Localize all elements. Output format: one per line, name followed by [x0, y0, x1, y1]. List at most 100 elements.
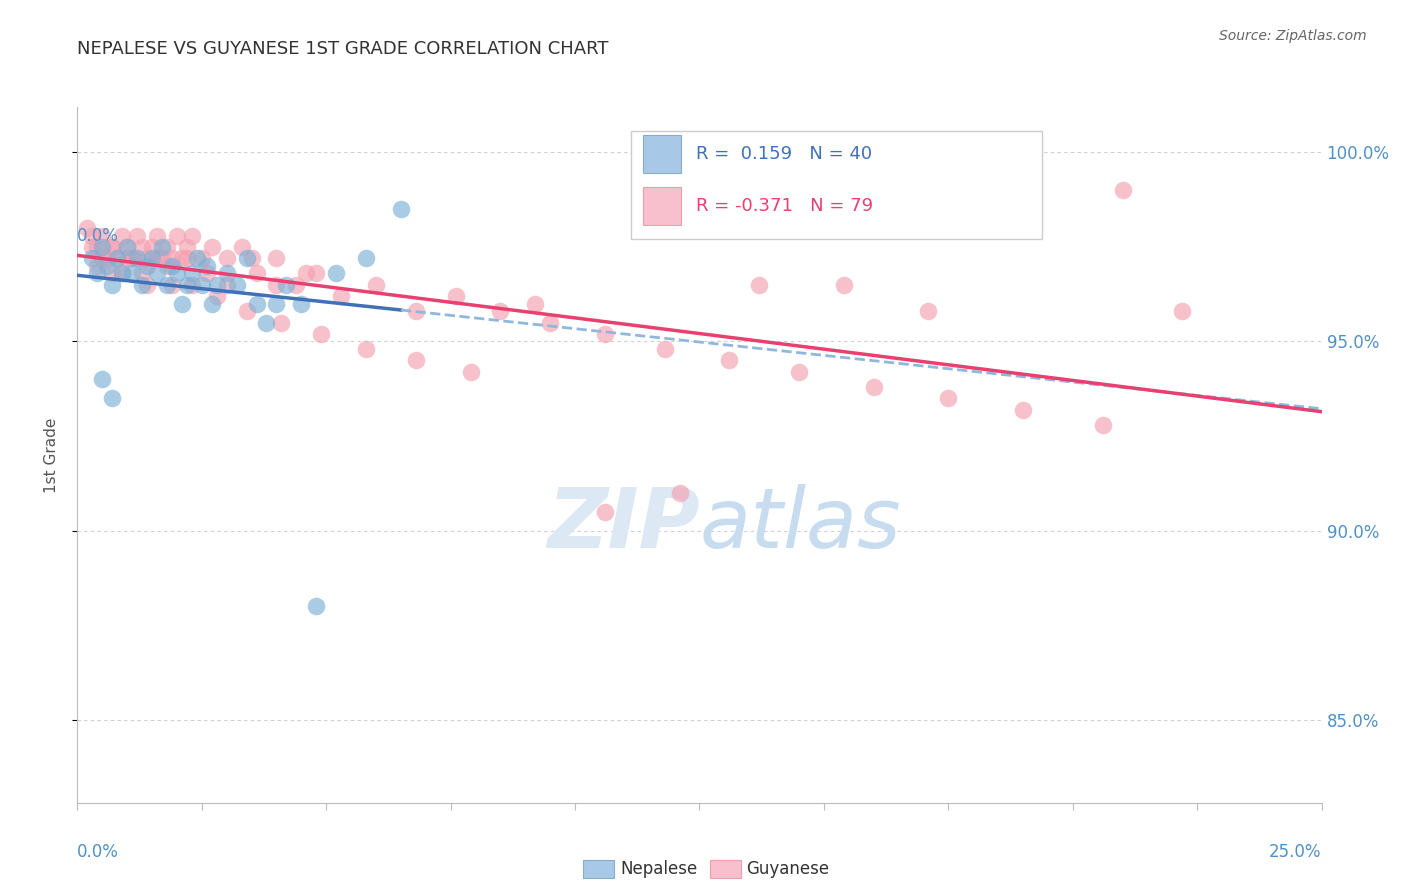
Point — [205, 289, 228, 303]
Point — [215, 252, 238, 266]
Point — [96, 259, 118, 273]
Bar — [644, 187, 681, 226]
Point — [305, 599, 328, 614]
Point — [160, 277, 183, 292]
Point — [354, 252, 377, 266]
Point — [111, 267, 134, 281]
Point — [146, 252, 169, 266]
Point — [101, 277, 124, 292]
Point — [305, 267, 328, 281]
Point — [787, 365, 810, 379]
Point — [115, 252, 138, 266]
Point — [136, 259, 159, 273]
Point — [101, 267, 124, 281]
Point — [82, 252, 104, 266]
Point — [256, 316, 278, 330]
Point — [444, 289, 467, 303]
Point — [195, 267, 218, 281]
Point — [131, 240, 153, 254]
Point — [405, 304, 427, 318]
Point — [101, 240, 124, 254]
Point — [201, 240, 224, 254]
Text: Nepalese: Nepalese — [620, 860, 697, 878]
Point — [295, 267, 318, 281]
Point — [146, 267, 169, 281]
Point — [354, 342, 377, 356]
Point — [160, 252, 183, 266]
Point — [156, 240, 179, 254]
Point — [82, 228, 104, 243]
Point — [170, 296, 193, 310]
Point — [86, 240, 108, 254]
Point — [460, 365, 482, 379]
Point — [105, 252, 128, 266]
Point — [111, 267, 134, 281]
Text: Guyanese: Guyanese — [747, 860, 830, 878]
Text: Source: ZipAtlas.com: Source: ZipAtlas.com — [1219, 29, 1367, 43]
Point — [170, 252, 193, 266]
Point — [1171, 304, 1194, 318]
Point — [101, 240, 124, 254]
Point — [180, 267, 202, 281]
Text: R =  0.159   N = 40: R = 0.159 N = 40 — [696, 145, 872, 163]
Point — [115, 240, 138, 254]
Point — [91, 240, 114, 254]
Point — [125, 228, 148, 243]
Text: 0.0%: 0.0% — [77, 227, 120, 244]
Point — [121, 252, 143, 266]
Point — [115, 240, 138, 254]
Point — [215, 277, 238, 292]
Point — [205, 277, 228, 292]
Point — [180, 277, 202, 292]
Point — [125, 252, 148, 266]
Text: atlas: atlas — [700, 484, 901, 565]
Point — [240, 252, 263, 266]
Point — [91, 372, 114, 386]
Point — [225, 277, 247, 292]
Point — [191, 252, 214, 266]
Point — [96, 252, 118, 266]
Point — [180, 228, 202, 243]
Point — [1012, 402, 1035, 417]
Point — [141, 240, 163, 254]
Point — [266, 296, 288, 310]
Point — [86, 259, 108, 273]
Point — [489, 304, 512, 318]
Point — [276, 277, 298, 292]
Text: ZIP: ZIP — [547, 484, 700, 565]
Point — [593, 505, 616, 519]
Point — [195, 259, 218, 273]
Point — [215, 267, 238, 281]
Point — [156, 259, 179, 273]
Point — [285, 277, 308, 292]
FancyBboxPatch shape — [631, 131, 1042, 239]
Point — [524, 296, 547, 310]
Point — [111, 228, 134, 243]
Point — [176, 252, 198, 266]
Point — [156, 277, 179, 292]
Point — [330, 289, 353, 303]
Point — [121, 267, 143, 281]
Text: NEPALESE VS GUYANESE 1ST GRADE CORRELATION CHART: NEPALESE VS GUYANESE 1ST GRADE CORRELATI… — [77, 40, 609, 58]
Text: 0.0%: 0.0% — [77, 843, 120, 861]
Point — [166, 228, 188, 243]
Point — [938, 391, 960, 405]
Point — [131, 267, 153, 281]
Point — [538, 316, 561, 330]
Point — [270, 316, 292, 330]
Point — [150, 240, 173, 254]
Point — [160, 259, 183, 273]
Point — [718, 353, 741, 368]
Point — [82, 240, 104, 254]
Point — [231, 240, 253, 254]
Point — [748, 277, 770, 292]
Text: 25.0%: 25.0% — [1270, 843, 1322, 861]
Point — [245, 267, 267, 281]
Point — [325, 267, 347, 281]
Point — [176, 240, 198, 254]
Point — [101, 391, 124, 405]
Point — [191, 277, 214, 292]
Point — [201, 296, 224, 310]
Point — [290, 296, 312, 310]
Point — [389, 202, 412, 216]
